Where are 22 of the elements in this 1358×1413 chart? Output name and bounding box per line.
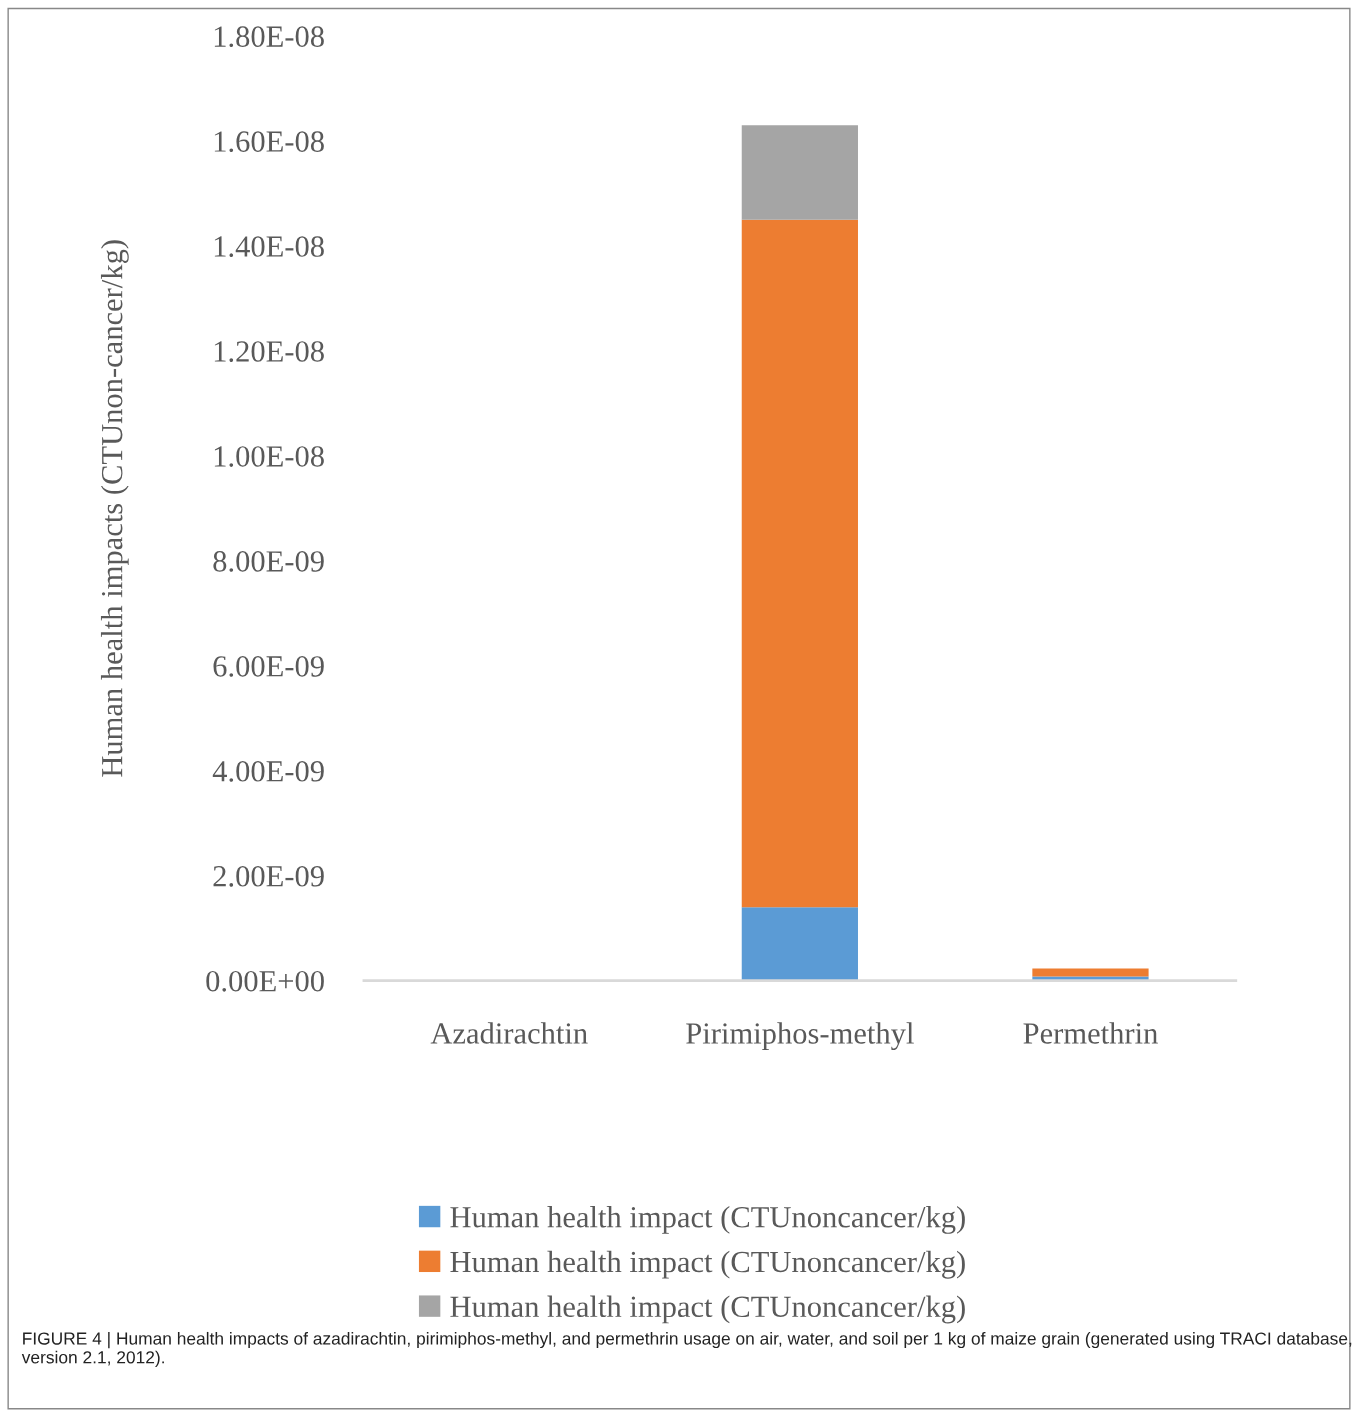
y-tick-label: 4.00E-09 [212,760,324,782]
bar [741,907,858,981]
bar [741,125,858,220]
y-tick-label: 1.40E-08 [214,236,324,257]
y-tick-label: 0.00E+00 [206,970,324,992]
x-tick-label: Azadirachtin [430,1022,588,1044]
y-tick-label: 1.80E-08 [214,26,324,48]
bar [1032,968,1149,977]
y-tick-label: 2.00E-09 [213,865,324,887]
y-axis-title: Human health impacts (CTUnon-cancer/kg) [100,240,129,777]
bar [741,219,858,908]
caption: FIGURE 4 | Human health impacts of azadirachtin, pirimiphos-methyl, and permethrin usage on air, water, and soil per 1 kg of maize grain (generated using TRACI database, version 2.1, 2012). [21,1331,1352,1367]
y-tick-label: 6.00E-09 [213,656,324,677]
x-tick-label: Pirimiphos-methyl [686,1022,914,1051]
y-tick-label: 1.60E-08 [214,131,324,153]
legend-label: Human health impact (CTUnoncancer/kg) [450,1295,965,1324]
y-tick-label: 1.20E-08 [214,341,324,362]
legend-label: Human health impact (CTUnoncancer/kg) [450,1250,965,1279]
y-tick-label: 1.00E-08 [214,446,324,467]
legend-label: Human health impact (CTUnoncancer/kg) [450,1206,965,1234]
x-tick-label: Permethrin [1023,1022,1158,1044]
y-tick-label: 8.00E-09 [213,551,324,572]
